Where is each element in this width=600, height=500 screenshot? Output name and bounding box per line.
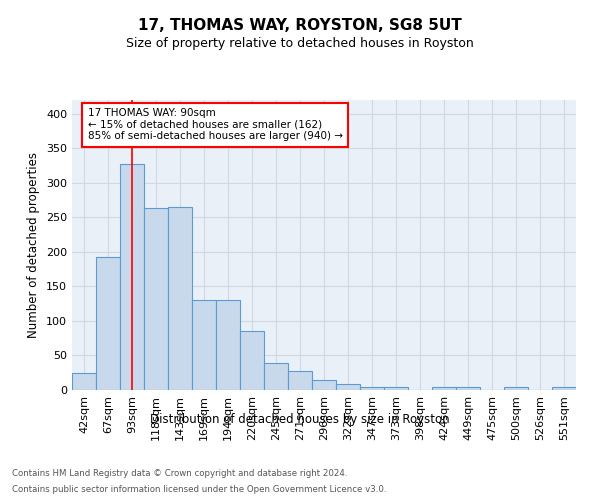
Text: 17, THOMAS WAY, ROYSTON, SG8 5UT: 17, THOMAS WAY, ROYSTON, SG8 5UT xyxy=(138,18,462,32)
Bar xyxy=(384,386,408,390)
Bar xyxy=(312,380,336,390)
Bar xyxy=(96,256,120,390)
Bar xyxy=(144,208,168,390)
Bar xyxy=(216,300,240,390)
Bar xyxy=(504,387,528,390)
Bar xyxy=(240,330,264,390)
Bar xyxy=(192,300,216,390)
Bar xyxy=(432,387,456,390)
Bar xyxy=(72,372,96,390)
Bar xyxy=(552,387,576,390)
Bar xyxy=(360,386,384,390)
Text: Contains public sector information licensed under the Open Government Licence v3: Contains public sector information licen… xyxy=(12,485,386,494)
Text: Contains HM Land Registry data © Crown copyright and database right 2024.: Contains HM Land Registry data © Crown c… xyxy=(12,468,347,477)
Y-axis label: Number of detached properties: Number of detached properties xyxy=(28,152,40,338)
Text: Distribution of detached houses by size in Royston: Distribution of detached houses by size … xyxy=(150,412,450,426)
Bar xyxy=(264,363,288,390)
Bar xyxy=(168,207,192,390)
Bar xyxy=(456,387,480,390)
Text: Size of property relative to detached houses in Royston: Size of property relative to detached ho… xyxy=(126,38,474,51)
Bar xyxy=(120,164,144,390)
Text: 17 THOMAS WAY: 90sqm
← 15% of detached houses are smaller (162)
85% of semi-deta: 17 THOMAS WAY: 90sqm ← 15% of detached h… xyxy=(88,108,343,142)
Bar xyxy=(336,384,360,390)
Bar xyxy=(288,372,312,390)
